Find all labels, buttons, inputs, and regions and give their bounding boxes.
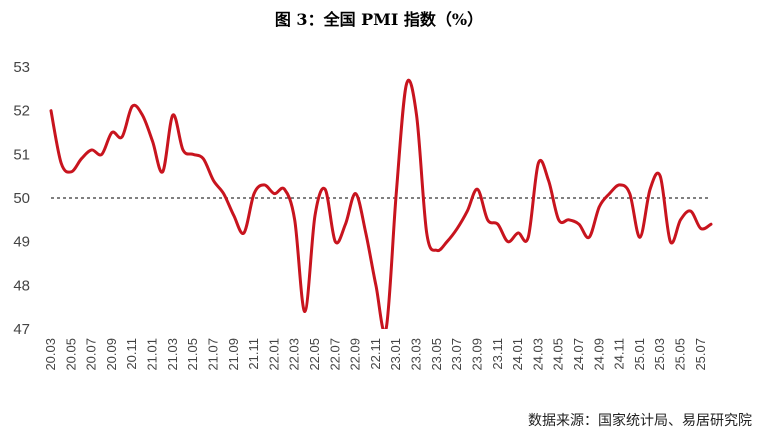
x-tick-label: 21.01 [145, 338, 160, 371]
x-tick-label: 21.09 [226, 338, 241, 371]
x-tick-label: 23.11 [490, 338, 505, 370]
x-tick-label: 22.09 [348, 338, 363, 371]
x-tick-label: 20.07 [84, 338, 99, 371]
x-tick-label: 23.09 [469, 338, 484, 371]
y-tick-label: 49 [13, 234, 30, 251]
y-tick-label: 48 [13, 277, 30, 294]
x-tick-label: 23.03 [409, 338, 424, 371]
x-tick-label: 24.03 [530, 338, 545, 371]
x-tick-label: 22.03 [287, 338, 302, 371]
y-tick-label: 52 [13, 103, 30, 120]
x-tick-label: 23.05 [429, 338, 444, 371]
x-tick-label: 20.09 [104, 338, 119, 371]
x-tick-label: 24.09 [591, 338, 606, 371]
x-tick-label: 20.11 [124, 338, 139, 370]
series-line-pmi [49, 78, 713, 329]
y-tick-label: 51 [13, 146, 30, 163]
y-tick-label: 53 [13, 59, 30, 76]
x-tick-label: 25.07 [693, 338, 708, 371]
y-axis: 47 48 49 50 51 52 53 [13, 59, 30, 338]
chart-title: 图 3：全国 PMI 指数（%） [274, 10, 484, 29]
x-tick-label: 21.11 [246, 338, 261, 370]
x-tick-label: 21.07 [205, 338, 220, 371]
x-tick-label: 22.07 [327, 338, 342, 371]
x-tick-label: 25.03 [652, 338, 667, 371]
x-tick-label: 22.01 [266, 338, 281, 371]
x-tick-label: 25.01 [632, 338, 647, 371]
x-tick-label: 23.07 [449, 338, 464, 371]
x-tick-label: 20.05 [63, 338, 78, 371]
y-tick-label: 50 [13, 190, 30, 207]
x-tick-label: 20.03 [43, 338, 58, 371]
source-note: 数据来源：国家统计局、易居研究院 [528, 413, 752, 429]
y-tick-label: 47 [13, 321, 30, 338]
x-tick-label: 24.01 [510, 338, 525, 371]
x-tick-label: 25.05 [673, 338, 688, 371]
x-tick-label: 21.03 [165, 338, 180, 371]
x-tick-label: 24.07 [571, 338, 586, 371]
x-tick-label: 21.05 [185, 338, 200, 371]
x-tick-label: 22.05 [307, 338, 322, 371]
x-tick-label: 24.11 [612, 338, 627, 370]
x-tick-label: 24.05 [551, 338, 566, 371]
x-tick-label: 22.11 [368, 338, 383, 370]
x-axis: 20.03 20.05 20.07 20.09 20.11 21.01 21.03 21.05… [43, 338, 708, 371]
x-tick-label: 23.01 [388, 338, 403, 371]
